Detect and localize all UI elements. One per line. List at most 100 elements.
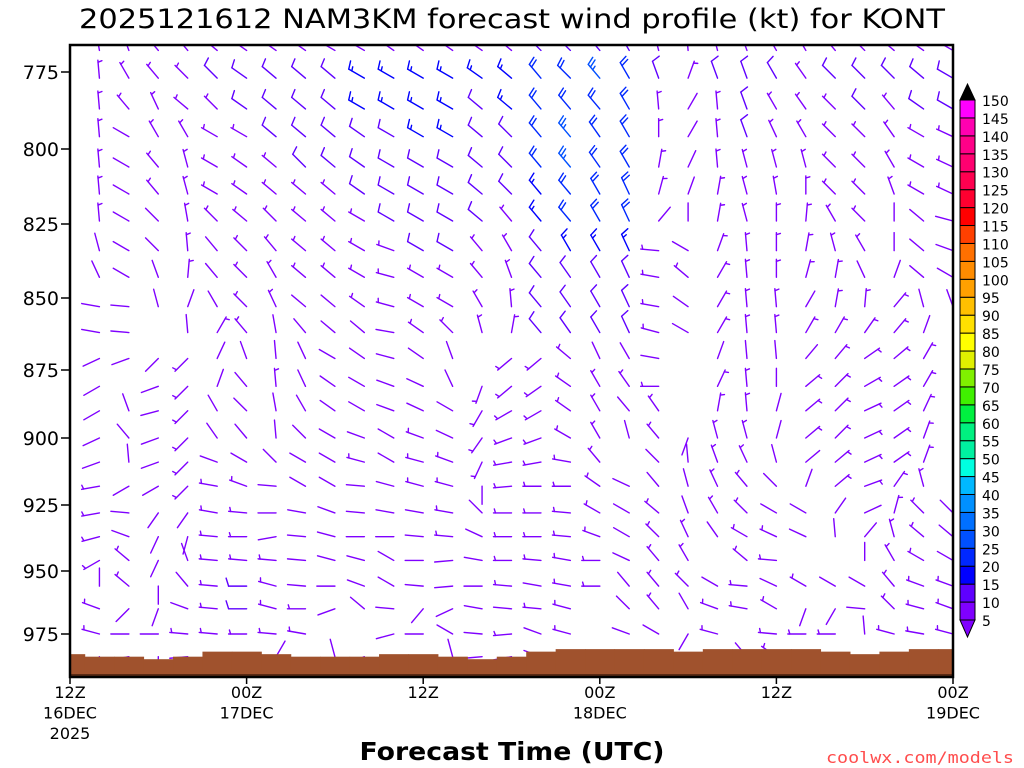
barb-shaft <box>348 182 366 195</box>
barb-shaft <box>522 606 542 610</box>
colorbar-label: 115 <box>982 220 1009 236</box>
barb-shaft <box>290 96 307 110</box>
wind-barb <box>346 431 366 439</box>
barb-shaft <box>290 208 307 222</box>
barb-shaft <box>377 184 395 195</box>
barb-full <box>261 116 267 126</box>
barb-half <box>555 425 559 431</box>
wind-barb <box>523 385 542 398</box>
barb-half <box>523 481 526 487</box>
barb-shaft <box>893 292 907 308</box>
wind-barb <box>290 206 307 222</box>
barb-shaft <box>590 421 601 439</box>
colorbar-swatch <box>959 493 976 513</box>
barb-full <box>590 198 598 207</box>
barb-shaft <box>348 99 366 110</box>
barb-full <box>740 55 749 62</box>
barb-full <box>348 174 353 185</box>
wind-barb <box>893 259 901 278</box>
wind-barb <box>935 575 953 587</box>
terrain-segment <box>643 649 674 677</box>
wind-barb <box>290 116 307 138</box>
barb-shaft <box>612 552 630 562</box>
barb-half <box>795 61 800 66</box>
wind-barb <box>377 149 395 168</box>
barb-half <box>81 484 85 490</box>
barb-shaft <box>768 119 778 138</box>
barb-full <box>49 312 56 317</box>
barb-shaft <box>800 148 807 168</box>
terrain-segment <box>614 649 645 677</box>
barb-shaft <box>805 374 821 388</box>
barb-shaft <box>173 96 189 110</box>
barb-shaft <box>728 583 748 587</box>
wind-barb <box>918 288 925 308</box>
wind-barb <box>406 118 424 138</box>
barb-shaft <box>348 155 366 168</box>
barb-half <box>929 395 936 398</box>
wind-barb <box>616 571 630 587</box>
barb-half <box>408 293 412 300</box>
barb-shaft <box>876 628 895 635</box>
barb-shaft <box>710 60 719 79</box>
barb-half <box>744 288 751 292</box>
barb-half <box>81 536 85 542</box>
barb-full <box>498 146 504 155</box>
barb-full <box>621 117 629 125</box>
wind-barb <box>640 299 660 308</box>
barb-shaft <box>267 289 277 308</box>
barb-shaft <box>126 45 130 52</box>
wind-barb <box>406 264 424 278</box>
barb-shaft <box>434 509 454 514</box>
barb-half <box>199 530 202 536</box>
barb-half <box>55 176 59 178</box>
wind-barb <box>434 505 454 514</box>
barb-full <box>559 284 566 293</box>
wind-barb <box>818 576 836 587</box>
barb-shaft <box>436 401 454 412</box>
barb-half <box>410 37 411 41</box>
wind-barb <box>227 629 248 635</box>
wind-barb <box>345 510 366 514</box>
wind-barb <box>757 554 778 562</box>
barb-shaft <box>905 630 925 635</box>
watermark-link[interactable]: coolwx.com/models <box>826 748 1014 767</box>
wind-barb <box>436 203 454 222</box>
barb-half <box>791 573 794 579</box>
barb-shaft <box>558 152 572 168</box>
wind-barb <box>789 573 807 587</box>
terrain-segment <box>408 654 439 677</box>
x-tick-label: 00Z <box>937 683 968 702</box>
wind-barb <box>528 311 542 334</box>
wind-barb <box>922 420 934 439</box>
barb-half <box>648 393 653 399</box>
colorbar-swatch <box>959 368 976 388</box>
wind-barb <box>640 269 660 278</box>
wind-barb <box>172 485 189 500</box>
barb-shaft <box>936 550 953 562</box>
barb-half <box>552 506 556 513</box>
wind-barb <box>646 592 660 610</box>
barb-shaft <box>180 542 189 562</box>
barb-shaft <box>905 603 925 610</box>
wind-barb <box>262 205 277 222</box>
barb-shaft <box>182 175 189 195</box>
wind-barb <box>715 45 719 52</box>
wind-barb <box>834 497 847 514</box>
colorbar-label: 30 <box>982 524 1000 540</box>
wind-barb <box>445 340 454 360</box>
wind-barb <box>687 60 699 79</box>
wind-barb <box>493 437 513 445</box>
wind-barb <box>620 254 630 278</box>
wind-barb <box>435 429 454 439</box>
wind-barb <box>766 55 778 79</box>
barb-half <box>170 627 173 634</box>
wind-barb <box>317 506 336 514</box>
barb-half <box>349 237 353 244</box>
wind-barb <box>257 627 277 635</box>
wind-barb <box>375 328 395 334</box>
wind-barb <box>493 460 513 466</box>
barb-shaft <box>70 220 71 222</box>
barb-full <box>619 86 627 95</box>
barb-half <box>381 37 382 41</box>
